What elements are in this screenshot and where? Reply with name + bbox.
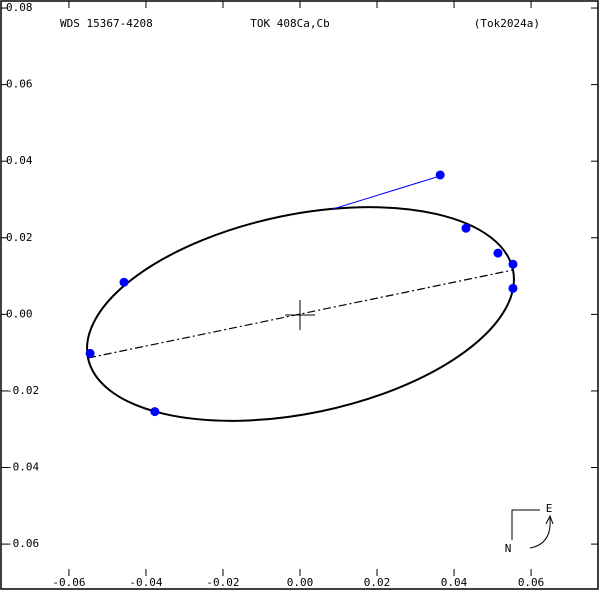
y-tick-label: -0.02 xyxy=(6,384,39,397)
compass-e: E xyxy=(546,502,553,515)
y-tick-label: 0.08 xyxy=(6,1,33,14)
x-tick-label: 0.06 xyxy=(518,576,545,589)
y-tick-label: 0.04 xyxy=(6,154,33,167)
x-tick-label: -0.04 xyxy=(129,576,162,589)
reference: (Tok2024a) xyxy=(474,17,540,30)
y-tick-label: 0.02 xyxy=(6,231,33,244)
x-tick-label: 0.00 xyxy=(287,576,314,589)
chart-title: TOK 408Ca,Cb xyxy=(250,17,329,30)
observation xyxy=(119,277,129,287)
y-tick-label: -0.04 xyxy=(6,461,39,474)
x-tick-label: -0.02 xyxy=(206,576,239,589)
y-tick-label: 0.06 xyxy=(6,78,33,91)
x-tick-label: -0.06 xyxy=(52,576,85,589)
observation xyxy=(85,348,95,358)
compass-arrowhead xyxy=(545,514,554,525)
observation xyxy=(508,283,518,293)
x-tick-label: 0.02 xyxy=(364,576,391,589)
system-id: WDS 15367-4208 xyxy=(60,17,153,30)
compass-n: N xyxy=(505,542,512,555)
residual-line xyxy=(332,175,441,210)
observation xyxy=(508,259,518,269)
y-tick-label: 0.00 xyxy=(6,307,33,320)
orbit xyxy=(86,206,515,422)
observation xyxy=(150,407,160,417)
y-tick-label: -0.06 xyxy=(6,537,39,550)
observation xyxy=(461,223,471,233)
x-tick-label: 0.04 xyxy=(441,576,468,589)
observation xyxy=(493,248,503,258)
observation xyxy=(435,170,445,180)
compass-axes xyxy=(511,509,540,540)
compass-arrow xyxy=(529,517,551,549)
compass: E N xyxy=(505,502,554,555)
